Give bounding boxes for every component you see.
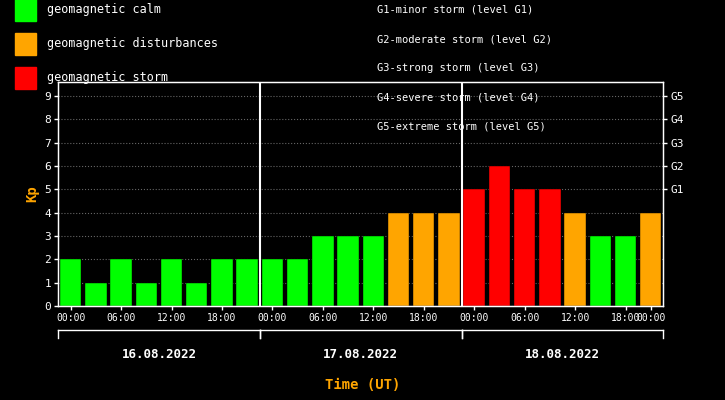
Text: G2-moderate storm (level G2): G2-moderate storm (level G2) (377, 34, 552, 44)
Bar (463, 189, 485, 306)
Bar (236, 259, 258, 306)
Text: 17.08.2022: 17.08.2022 (323, 348, 398, 360)
Bar (438, 213, 460, 306)
Bar (413, 213, 434, 306)
Bar (211, 259, 233, 306)
Bar (640, 213, 661, 306)
Bar (136, 283, 157, 306)
Bar (564, 213, 586, 306)
Bar (85, 283, 107, 306)
Bar (539, 189, 560, 306)
Text: geomagnetic storm: geomagnetic storm (47, 72, 168, 84)
Bar (514, 189, 535, 306)
Bar (287, 259, 308, 306)
Bar (489, 166, 510, 306)
Text: G1-minor storm (level G1): G1-minor storm (level G1) (377, 5, 534, 15)
Bar (262, 259, 283, 306)
Text: 16.08.2022: 16.08.2022 (121, 348, 196, 360)
Bar (615, 236, 637, 306)
Bar (312, 236, 334, 306)
Bar (161, 259, 182, 306)
Text: G5-extreme storm (level G5): G5-extreme storm (level G5) (377, 122, 546, 132)
Text: Time (UT): Time (UT) (325, 378, 400, 392)
Y-axis label: Kp: Kp (25, 186, 38, 202)
Bar (388, 213, 409, 306)
Text: G4-severe storm (level G4): G4-severe storm (level G4) (377, 93, 539, 103)
Bar (362, 236, 384, 306)
Bar (186, 283, 207, 306)
Text: geomagnetic calm: geomagnetic calm (47, 4, 161, 16)
Bar (589, 236, 611, 306)
Bar (60, 259, 81, 306)
Bar (110, 259, 132, 306)
Bar (337, 236, 359, 306)
Text: 18.08.2022: 18.08.2022 (525, 348, 600, 360)
Text: G3-strong storm (level G3): G3-strong storm (level G3) (377, 64, 539, 74)
Text: geomagnetic disturbances: geomagnetic disturbances (47, 38, 218, 50)
